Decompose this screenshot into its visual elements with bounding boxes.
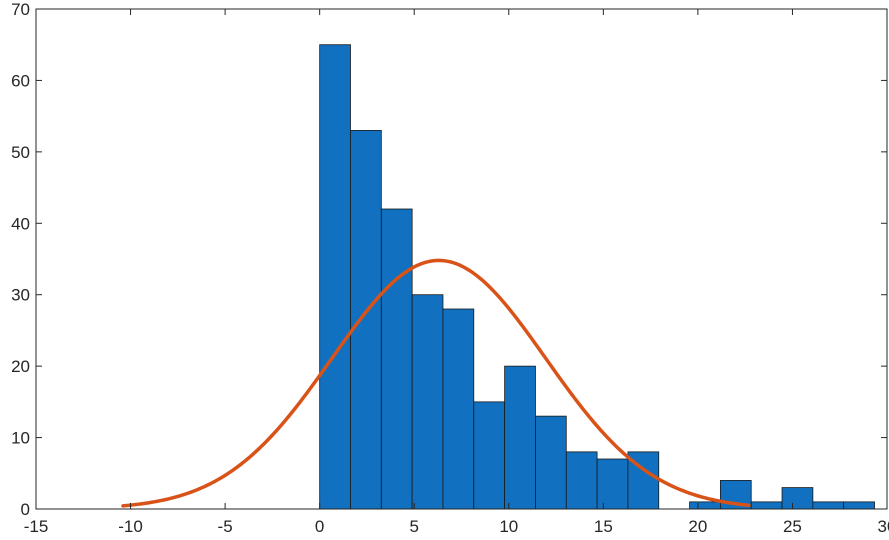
x-tick-label: 10 (499, 517, 518, 536)
histogram-bar (596, 458, 629, 510)
histogram-bars (319, 44, 875, 510)
x-axis-ticks: -15 -10 -5 0 5 10 15 20 25 30 (24, 9, 889, 536)
y-tick-label: 0 (21, 500, 30, 519)
histogram-bar (565, 451, 598, 510)
histogram-bar (781, 487, 814, 510)
axes (35, 8, 888, 510)
y-axis-ticks: 0 10 20 30 40 50 60 70 (11, 0, 887, 519)
histogram-bar (689, 501, 721, 510)
normal-fit-curve (121, 258, 751, 508)
plot-box (35, 8, 888, 510)
histogram-bar (442, 308, 475, 510)
y-tick-label: 30 (11, 286, 30, 305)
x-tick-label: -5 (218, 517, 233, 536)
histogram-bar (535, 415, 567, 510)
y-tick-label: 50 (11, 143, 30, 162)
histogram-bar (473, 401, 506, 510)
fit-curve-layer (121, 258, 751, 508)
y-tick-label: 20 (11, 357, 30, 376)
histogram-bar (411, 294, 444, 510)
histogram-bar (812, 501, 845, 510)
y-tick-label: 70 (11, 0, 30, 19)
x-tick-label: 25 (783, 517, 802, 536)
x-tick-label: 0 (315, 517, 324, 536)
x-tick-label: 30 (878, 517, 889, 536)
histogram-bar (350, 130, 382, 510)
x-tick-label: -15 (24, 517, 49, 536)
histogram-bar (380, 208, 413, 510)
histogram-bar (504, 365, 536, 510)
x-tick-label: 5 (409, 517, 418, 536)
y-tick-label: 40 (11, 214, 30, 233)
x-tick-label: 20 (688, 517, 707, 536)
histogram-bar (750, 501, 783, 510)
y-tick-label: 60 (11, 71, 30, 90)
x-tick-label: -10 (118, 517, 143, 536)
histogram-bar (319, 44, 351, 510)
y-tick-label: 10 (11, 429, 30, 448)
histogram-bar (843, 501, 875, 510)
x-tick-label: 15 (594, 517, 613, 536)
